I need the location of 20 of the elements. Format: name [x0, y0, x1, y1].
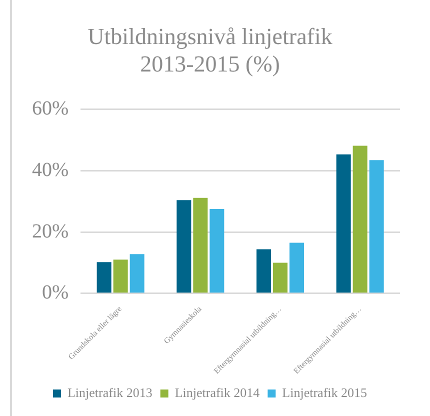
y-tick-label: 40% — [32, 158, 69, 181]
y-tick-label: 60% — [32, 97, 69, 120]
chart-title: Utbildningsnivå linjetrafik 2013-2015 (%) — [88, 24, 333, 76]
bar — [352, 146, 368, 293]
bar — [176, 200, 192, 293]
bar — [96, 262, 112, 293]
bar — [113, 260, 128, 293]
bar — [289, 242, 304, 293]
bar — [369, 160, 384, 293]
legend-label: Linjetrafik 2014 — [174, 384, 260, 400]
bar — [130, 254, 144, 293]
bar — [210, 208, 224, 293]
bar — [256, 249, 272, 293]
legend-label: Linjetrafik 2015 — [282, 384, 368, 400]
bar — [336, 154, 351, 293]
y-tick-label: 20% — [32, 220, 69, 242]
y-tick-label: 0% — [42, 282, 69, 304]
bar — [193, 198, 208, 293]
legend-label: Linjetrafik 2013 — [67, 384, 152, 400]
bar — [272, 262, 288, 293]
